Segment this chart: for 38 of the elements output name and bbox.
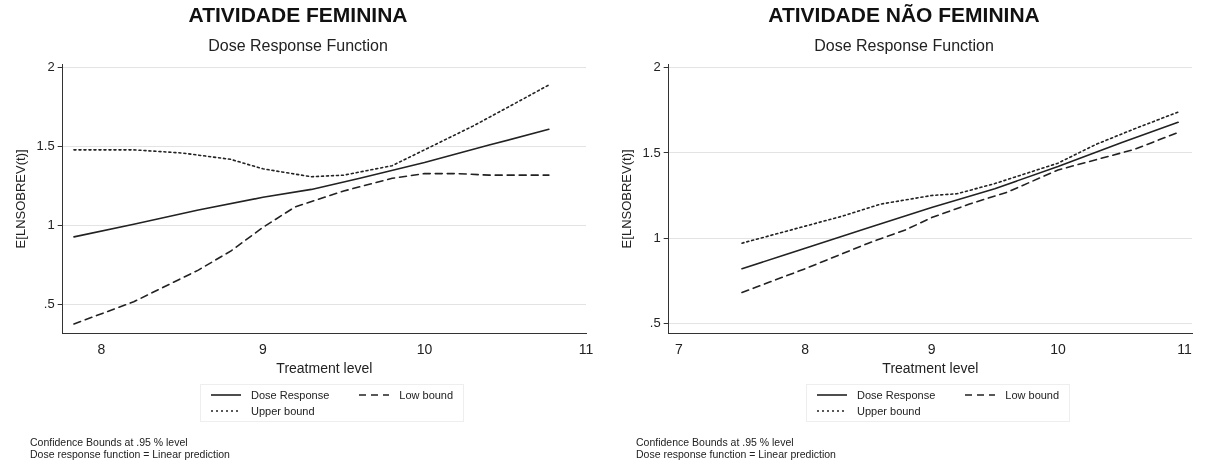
chart-subtitle: Dose Response Function xyxy=(814,37,994,55)
chart-subtitle: Dose Response Function xyxy=(208,37,388,55)
x-tick-label: 7 xyxy=(674,340,683,357)
y-axis-title: E[LNSOBREV(t)] xyxy=(619,149,635,249)
line-series xyxy=(741,111,1179,244)
line-series xyxy=(73,84,550,178)
legend-label: Upper bound xyxy=(857,405,921,417)
line-series xyxy=(73,172,550,325)
y-tick-label: 1.5 xyxy=(642,144,661,160)
legend-label: Upper bound xyxy=(251,405,315,417)
text: Confidence Bounds at .95 % level xyxy=(30,436,189,448)
legend-label: Dose Response xyxy=(251,389,330,401)
x-tick-label: 8 xyxy=(801,340,810,357)
y-tick-label: 1 xyxy=(47,217,55,233)
x-tick-label: 11 xyxy=(1177,340,1192,357)
x-tick-label: 9 xyxy=(927,340,936,357)
x-tick-label: 10 xyxy=(1050,340,1066,357)
y-tick-label: 2 xyxy=(653,59,661,75)
y-tick-label: 2 xyxy=(47,59,55,75)
x-tick-label: 10 xyxy=(416,340,433,357)
y-tick-label: 1.5 xyxy=(36,138,55,154)
x-tick-label: 9 xyxy=(259,340,268,357)
chart-title: ATIVIDADE FEMININA xyxy=(188,3,408,27)
x-tick-label: 8 xyxy=(97,340,106,357)
y-tick-label: .5 xyxy=(43,296,55,312)
chart-title: ATIVIDADE NÃO FEMININA xyxy=(768,3,1040,27)
legend-label: Dose Response xyxy=(857,389,936,401)
x-axis-title: Treatment level xyxy=(276,360,373,377)
y-axis-title: E[LNSOBREV(t)] xyxy=(13,149,29,249)
text: Dose response function = Linear prediction xyxy=(30,448,230,460)
x-axis-title: Treatment level xyxy=(882,360,979,377)
x-tick-label: 11 xyxy=(578,340,594,357)
text: Dose response function = Linear prediction xyxy=(636,448,836,460)
y-tick-label: 1 xyxy=(653,229,661,245)
legend-label: Low bound xyxy=(1005,389,1060,401)
legend-label: Low bound xyxy=(399,389,454,401)
text: Confidence Bounds at .95 % level xyxy=(636,436,795,448)
y-tick-label: .5 xyxy=(649,314,661,330)
